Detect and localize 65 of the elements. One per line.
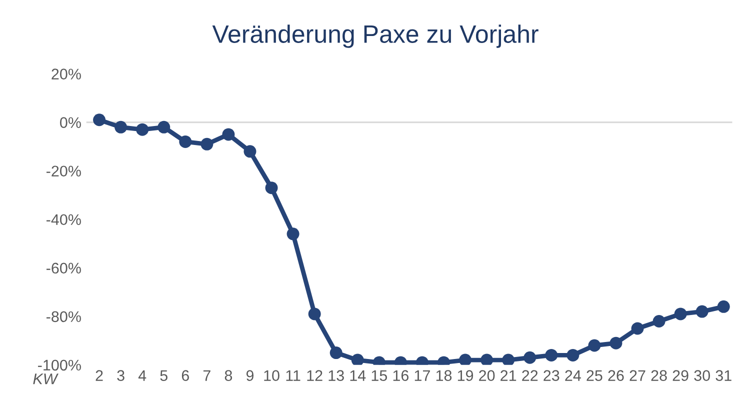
- x-tick-label: 21: [500, 370, 516, 381]
- x-tick-label: 3: [117, 370, 124, 381]
- x-tick-label: 8: [224, 370, 232, 381]
- x-tick-label: 22: [522, 370, 538, 381]
- point: [588, 339, 601, 352]
- x-tick-label: 4: [138, 370, 146, 381]
- point: [158, 120, 170, 134]
- point: [631, 322, 644, 335]
- x-tick-label: 11: [286, 370, 300, 381]
- point: [200, 138, 214, 150]
- point: [459, 354, 472, 365]
- point: [179, 135, 192, 148]
- point: [674, 308, 687, 320]
- x-tick-label: 15: [372, 370, 388, 381]
- x-tick-label: 14: [350, 370, 366, 381]
- x-tick-label: 23: [544, 370, 560, 381]
- x-tick-label: 29: [672, 370, 688, 381]
- x-tick-label: 31: [716, 370, 732, 381]
- x-tick-label: 2: [96, 370, 103, 381]
- point: [610, 336, 622, 350]
- y-tick-label: -20%: [46, 166, 81, 177]
- point: [566, 348, 580, 362]
- y-tick-label: 0%: [60, 117, 81, 128]
- x-tick-label: 26: [608, 370, 624, 381]
- point: [330, 346, 342, 360]
- y-tick-label: -60%: [46, 262, 81, 274]
- x-tick-label: 28: [651, 370, 667, 381]
- x-tick-label: 9: [246, 370, 254, 381]
- x-tick-label: 16: [393, 370, 409, 381]
- x-tick-label: 10: [264, 370, 280, 381]
- point: [502, 354, 515, 365]
- point: [265, 182, 278, 194]
- point: [524, 351, 536, 364]
- x-tick-label: 12: [307, 370, 322, 381]
- point: [93, 114, 106, 126]
- x-tick-label: 13: [328, 370, 344, 381]
- x-tick-label: 17: [414, 370, 430, 381]
- y-tick-label: 20%: [52, 68, 81, 80]
- point: [308, 308, 321, 320]
- x-tick-label: 6: [182, 370, 189, 381]
- x-tick-label: 27: [630, 370, 646, 381]
- point: [136, 123, 149, 136]
- x-tick-label: 30: [694, 370, 710, 381]
- point: [480, 354, 494, 365]
- x-tick-label: 19: [458, 370, 474, 381]
- point: [717, 300, 730, 313]
- x-tick-label: 7: [203, 370, 210, 381]
- x-tick-label: 25: [586, 370, 602, 381]
- point: [652, 314, 666, 328]
- x-tick-label: 18: [436, 370, 452, 381]
- point: [244, 145, 256, 158]
- y-tick-label: -80%: [46, 311, 81, 322]
- y-tick-label: -100%: [38, 360, 81, 371]
- point: [222, 128, 235, 141]
- point: [545, 348, 558, 362]
- point: [351, 354, 364, 365]
- point: [286, 228, 300, 240]
- x-tick-label: 24: [565, 370, 581, 381]
- point: [696, 305, 708, 318]
- chart-title: Veränderung Paxe zu Vorjahr: [212, 24, 538, 48]
- y-tick-label: -40%: [46, 214, 81, 226]
- point: [114, 120, 128, 134]
- x-axis-title: KW: [33, 374, 58, 384]
- x-tick-label: 5: [160, 370, 168, 381]
- x-tick-label: 20: [479, 370, 495, 381]
